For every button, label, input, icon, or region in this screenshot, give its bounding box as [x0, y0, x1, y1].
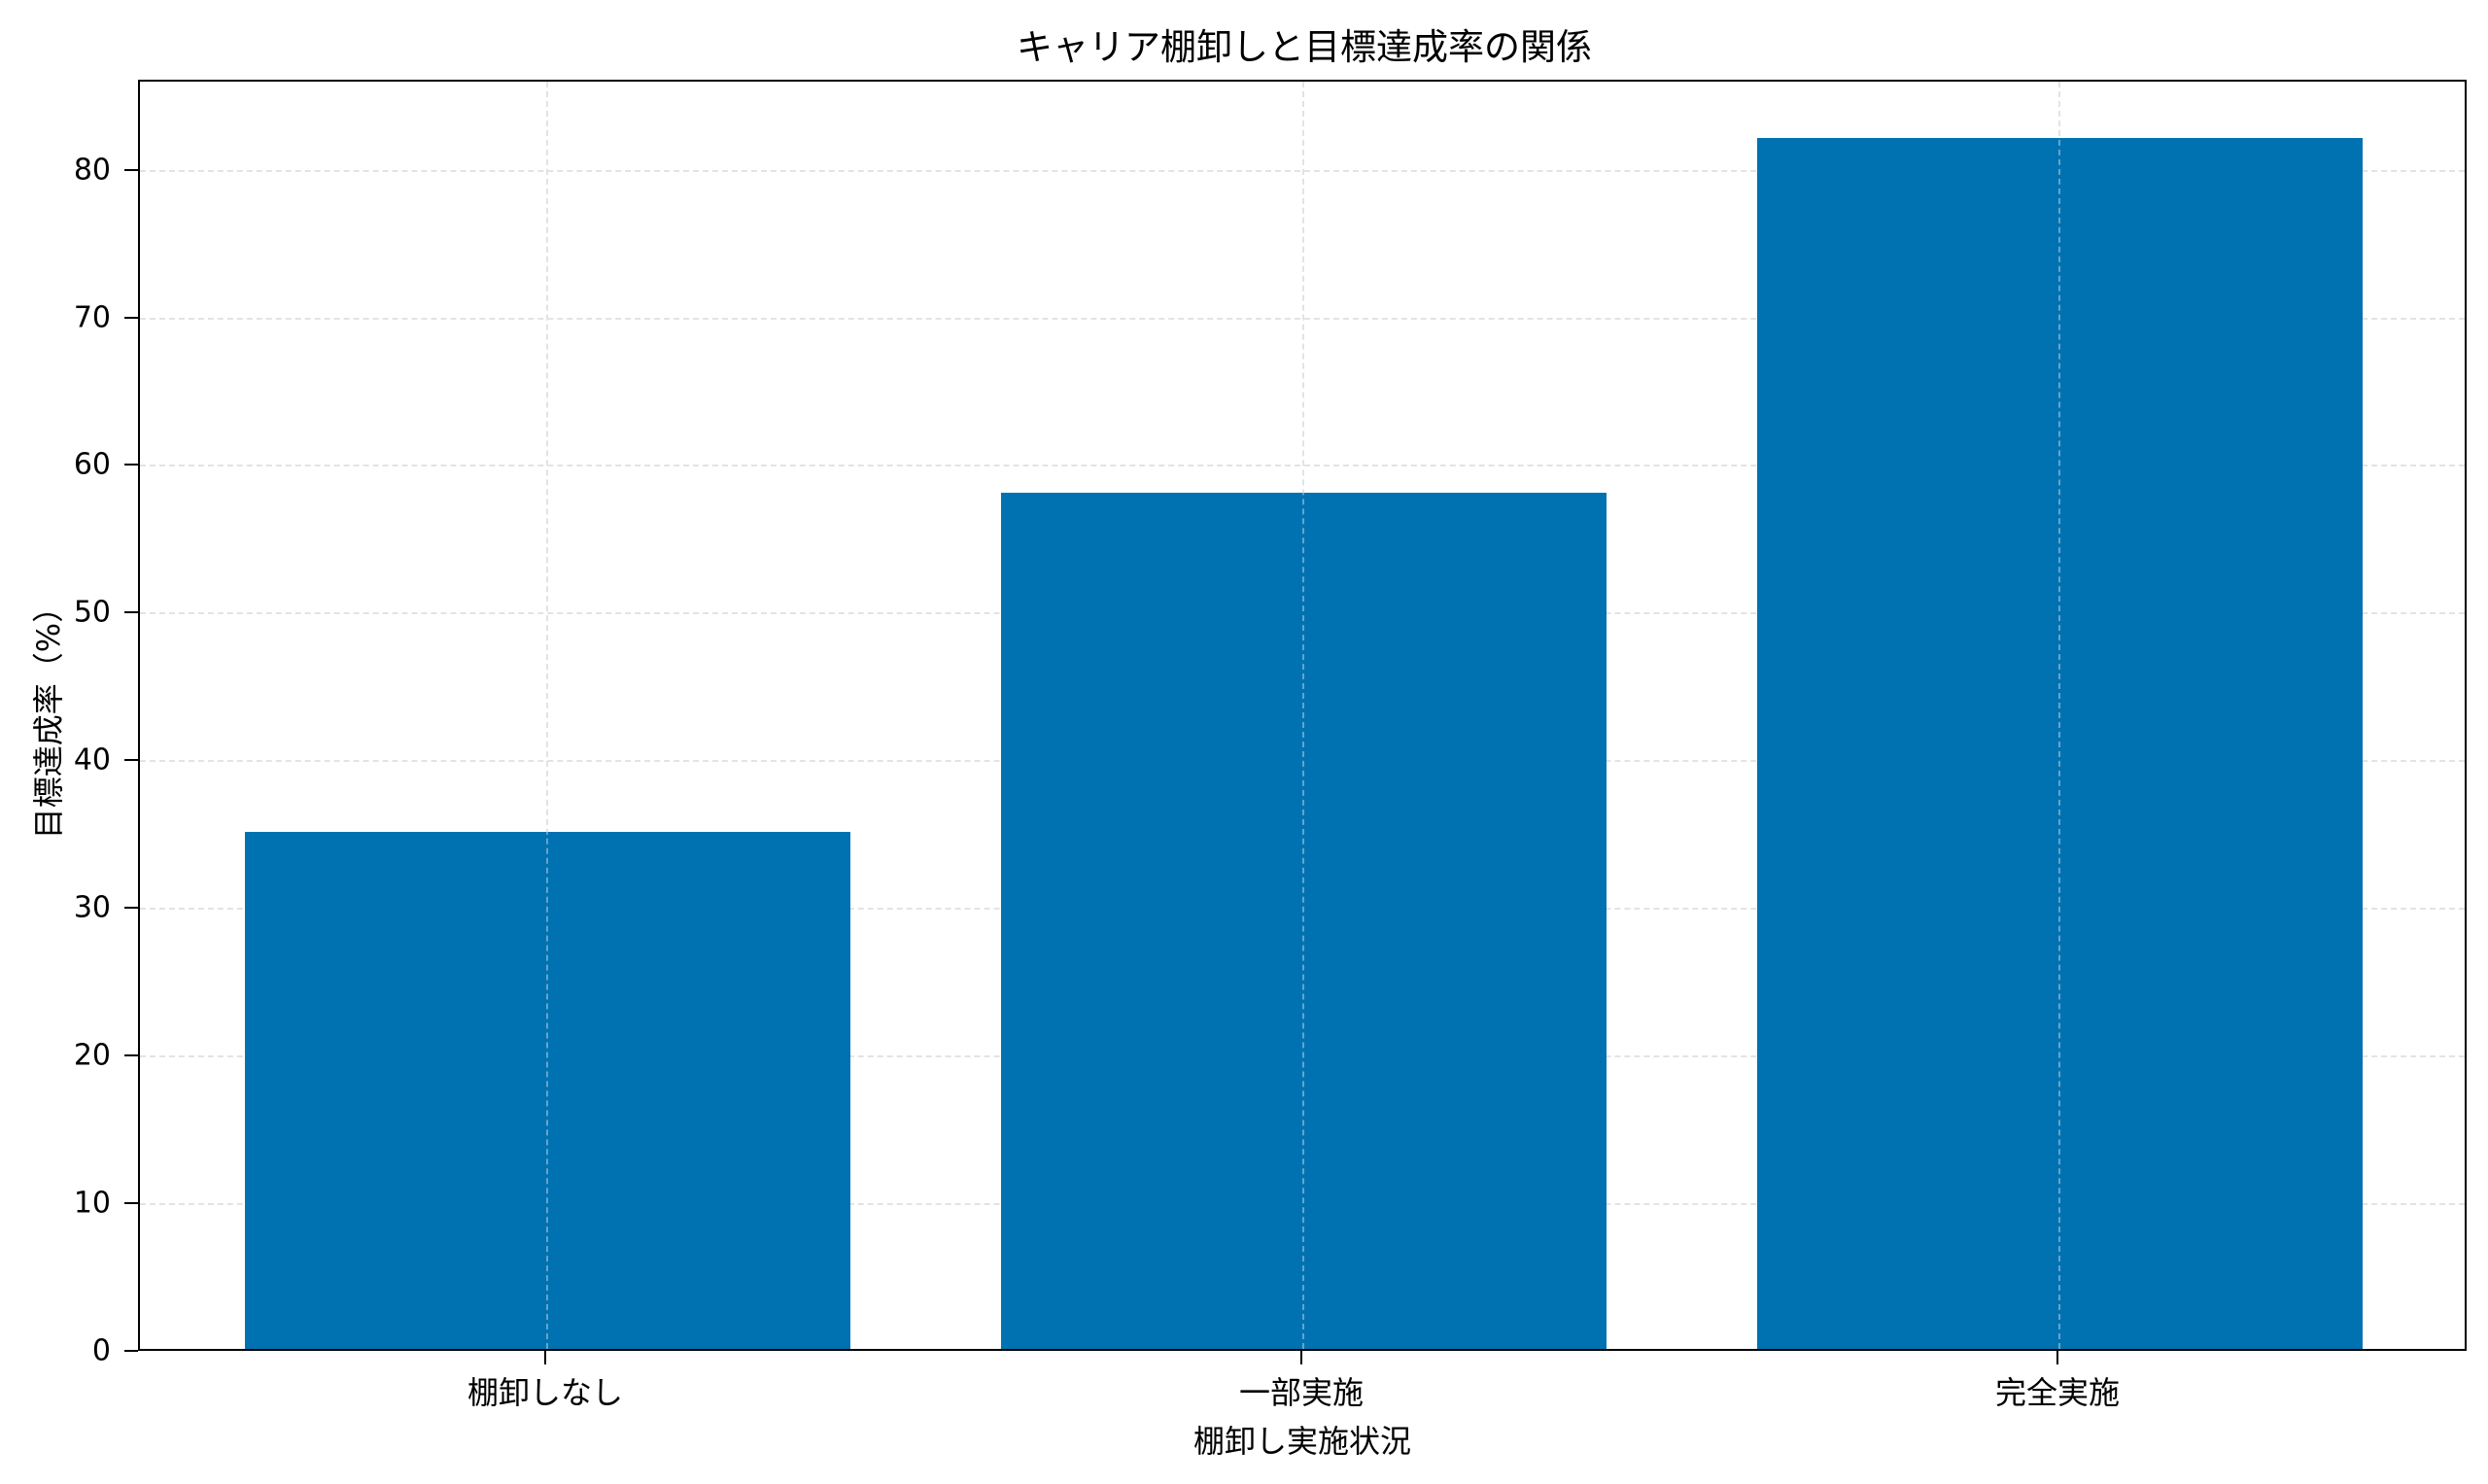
gridline-x-1: [546, 82, 548, 1349]
xtick-label-1: 棚卸しなし: [466, 1374, 624, 1411]
chart-title: キャリア棚卸しと目標達成率の関係: [1017, 26, 1592, 68]
ytick-0: [124, 1350, 138, 1352]
gridline-overlay-x-2: [1302, 82, 1304, 1349]
ytick-label-80: 80: [73, 153, 111, 188]
ytick-label-30: 30: [73, 890, 111, 925]
ytick-30: [124, 907, 138, 909]
gridline-overlay-x-1: [546, 82, 548, 1349]
xtick-label-2: 一部実施: [1238, 1374, 1365, 1411]
ytick-label-50: 50: [73, 595, 111, 630]
ytick-70: [124, 317, 138, 319]
bar-完全実施: [1757, 138, 2363, 1349]
ytick-50: [124, 611, 138, 613]
xtick-3: [2056, 1351, 2058, 1364]
ytick-label-70: 70: [73, 300, 111, 335]
xtick-2: [1300, 1351, 1302, 1364]
xtick-label-3: 完全実施: [1994, 1374, 2121, 1411]
ytick-40: [124, 759, 138, 761]
plot-area: [138, 80, 2467, 1351]
ytick-20: [124, 1054, 138, 1056]
xtick-1: [544, 1351, 546, 1364]
ytick-label-20: 20: [73, 1038, 111, 1073]
x-axis-title: 棚卸し実施状況: [1192, 1423, 1412, 1460]
ytick-60: [124, 464, 138, 466]
ytick-80: [124, 169, 138, 171]
ytick-10: [124, 1202, 138, 1204]
bar-一部実施: [1001, 493, 1607, 1349]
ytick-label-40: 40: [73, 742, 111, 777]
ytick-label-60: 60: [73, 447, 111, 482]
ytick-label-10: 10: [73, 1186, 111, 1221]
y-axis-title: 目標達成率（%）: [30, 591, 67, 840]
bar-棚卸しなし: [245, 832, 850, 1349]
ytick-label-0: 0: [91, 1333, 111, 1368]
gridline-overlay-x-3: [2058, 82, 2060, 1349]
